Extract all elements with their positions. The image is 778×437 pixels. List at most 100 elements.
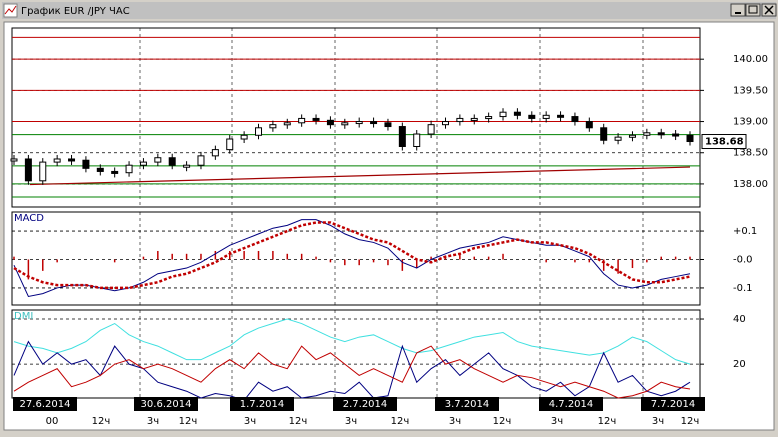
hour-label: 12ч bbox=[391, 416, 410, 427]
title-bar bbox=[2, 2, 776, 19]
date-label: 7.7.2014 bbox=[651, 399, 696, 410]
candle-body bbox=[557, 114, 565, 118]
candle-body bbox=[82, 159, 90, 169]
candle-body bbox=[125, 164, 133, 174]
candle-body bbox=[384, 122, 392, 128]
candle-body bbox=[456, 117, 464, 123]
candle-body bbox=[427, 124, 435, 135]
candle-body bbox=[269, 124, 277, 129]
candle-body bbox=[168, 157, 176, 166]
candle-body bbox=[571, 116, 579, 123]
hour-label: 12ч bbox=[179, 416, 198, 427]
last-price-box bbox=[701, 134, 747, 150]
candle-body bbox=[341, 122, 349, 126]
signal-line bbox=[13, 221, 691, 290]
candle-body bbox=[398, 126, 406, 148]
y-tick-label: -0.0 bbox=[733, 254, 753, 265]
candle-body bbox=[528, 114, 536, 119]
dmi-line bbox=[13, 340, 691, 401]
candle-body bbox=[657, 132, 665, 136]
candle-body bbox=[413, 133, 421, 148]
hour-label: 00 bbox=[46, 416, 59, 427]
candle-body bbox=[68, 158, 76, 162]
close-glyph bbox=[764, 5, 774, 15]
candle-body bbox=[240, 134, 248, 140]
date-label-box bbox=[539, 397, 603, 411]
y-tick-label: 20 bbox=[733, 359, 746, 370]
y-tick-label: +0.1 bbox=[733, 226, 757, 237]
candle-body bbox=[53, 158, 61, 163]
date-label: 2.7.2014 bbox=[343, 399, 388, 410]
y-tick-label: 139.50 bbox=[733, 85, 768, 96]
y-tick-label: -0.1 bbox=[733, 283, 753, 294]
window-buttons[interactable] bbox=[730, 3, 777, 17]
date-label: 27.6.2014 bbox=[20, 399, 71, 410]
minimize-button[interactable] bbox=[730, 3, 746, 17]
candle-body bbox=[10, 158, 18, 162]
y-tick-label: 139.00 bbox=[733, 117, 768, 128]
date-label-box bbox=[230, 397, 294, 411]
candle-body bbox=[355, 121, 363, 125]
hour-label: 12ч bbox=[493, 416, 512, 427]
candle-body bbox=[686, 134, 694, 143]
y-tick-label: 40 bbox=[733, 314, 746, 325]
trend-line bbox=[29, 166, 691, 186]
candle-body bbox=[513, 111, 521, 116]
chart-area bbox=[3, 21, 775, 431]
pane-title: MACD bbox=[14, 213, 44, 224]
candle-body bbox=[643, 132, 651, 136]
hour-label: 12ч bbox=[681, 416, 700, 427]
candle-body bbox=[585, 121, 593, 129]
date-label-box bbox=[13, 397, 77, 411]
hour-label: 3ч bbox=[147, 416, 159, 427]
candle-body bbox=[154, 157, 162, 163]
candle-body bbox=[283, 122, 291, 126]
dmi-line bbox=[13, 318, 691, 365]
date-label: 1.7.2014 bbox=[240, 399, 285, 410]
hour-label: 12ч bbox=[598, 416, 617, 427]
y-tick-label: 138.50 bbox=[733, 148, 768, 159]
date-label-box bbox=[333, 397, 397, 411]
candle-body bbox=[312, 117, 320, 121]
candle-body bbox=[441, 121, 449, 126]
candle-body bbox=[24, 158, 32, 182]
candle-body bbox=[542, 114, 550, 119]
window-icon-glyph bbox=[4, 5, 17, 15]
date-label-box bbox=[134, 397, 198, 411]
candle-body bbox=[183, 164, 191, 168]
candle-body bbox=[370, 121, 378, 125]
candle-body bbox=[499, 111, 507, 118]
hour-label: 3ч bbox=[345, 416, 357, 427]
candle-body bbox=[111, 170, 119, 174]
date-label: 3.7.2014 bbox=[445, 399, 490, 410]
candle-body bbox=[226, 138, 234, 151]
candle-body bbox=[326, 119, 334, 126]
candle-body bbox=[628, 134, 636, 138]
candle-body bbox=[211, 149, 219, 157]
candle-body bbox=[485, 116, 493, 120]
maximize-glyph bbox=[748, 5, 758, 14]
candle-body bbox=[672, 133, 680, 137]
dmi-line bbox=[13, 345, 691, 399]
hour-label: 3ч bbox=[449, 416, 461, 427]
candle-body bbox=[255, 127, 263, 136]
hour-label: 12ч bbox=[92, 416, 111, 427]
price-pane bbox=[11, 27, 701, 208]
candle-body bbox=[197, 155, 205, 166]
hour-label: 3ч bbox=[244, 416, 256, 427]
hour-label: 12ч bbox=[289, 416, 308, 427]
date-label: 4.7.2014 bbox=[549, 399, 594, 410]
window-title: График EUR /JPY ЧАС bbox=[21, 6, 130, 17]
candle-body bbox=[139, 161, 147, 166]
candle-body bbox=[600, 127, 608, 141]
hour-label: 3ч bbox=[551, 416, 563, 427]
date-label: 30.6.2014 bbox=[141, 399, 192, 410]
candle-body bbox=[614, 136, 622, 141]
y-tick-label: 140.00 bbox=[733, 54, 768, 65]
candle-body bbox=[470, 117, 478, 121]
last-price-label: 138.68 bbox=[705, 137, 744, 148]
y-tick-label: 138.00 bbox=[733, 179, 768, 190]
macd-pane bbox=[11, 211, 701, 306]
date-label-box bbox=[641, 397, 705, 411]
